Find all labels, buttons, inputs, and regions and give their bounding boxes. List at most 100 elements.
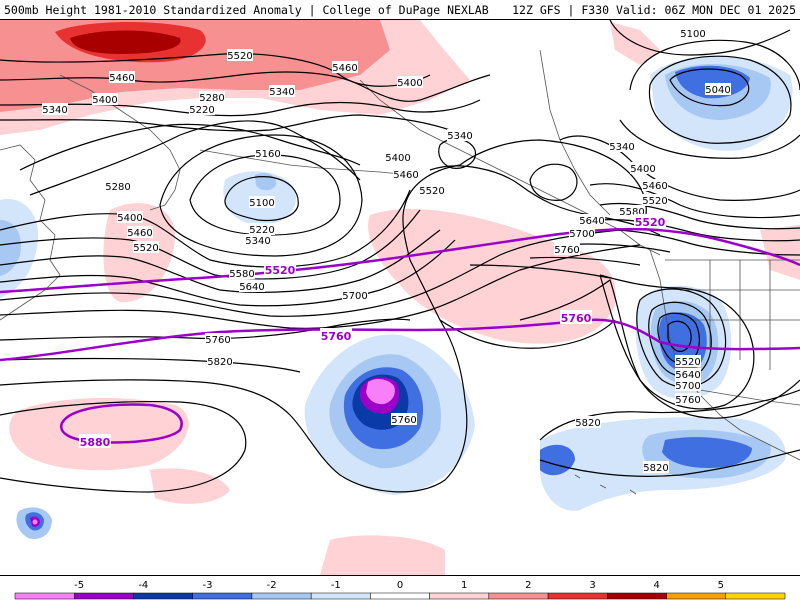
svg-text:5520: 5520 [635, 216, 666, 229]
colorbar-canvas: -5 -4 -3 -2 -1 0 1 2 3 4 5 [14, 580, 786, 600]
highlight-label-5880: 5880 [79, 434, 111, 449]
contour-alaska-2 [429, 165, 661, 236]
svg-text:5100: 5100 [249, 198, 274, 209]
label-5340: 5340 [245, 234, 271, 247]
svg-text:5400: 5400 [630, 164, 655, 175]
contour-5520-b [0, 239, 456, 307]
contour-5820-c [539, 389, 800, 441]
colorbar-swatch [310, 592, 371, 600]
highlight-label-5760: 5760 [560, 310, 592, 325]
svg-text:5640: 5640 [239, 282, 264, 293]
label-5040: 5040 [705, 83, 731, 96]
svg-text:5820: 5820 [575, 418, 600, 429]
contour-5880-ring [0, 400, 247, 493]
contour-5220-ring [619, 119, 800, 159]
highlight-contour-5520 [0, 227, 800, 294]
colorbar-swatch [488, 592, 549, 600]
label-5520: 5520 [133, 241, 159, 254]
contour-5760-c [469, 264, 611, 279]
label-5820: 5820 [643, 461, 669, 474]
label-5220: 5220 [189, 103, 215, 116]
border-us-mexico [699, 389, 800, 406]
colorbar-tick-label: 4 [653, 580, 659, 591]
svg-text:5700: 5700 [342, 291, 367, 302]
contour-5820-a [0, 164, 468, 493]
negative-anomaly-region [0, 220, 21, 276]
label-5520: 5520 [642, 194, 668, 207]
contour-5640-a [0, 244, 641, 329]
contour-5460-b [0, 229, 441, 293]
svg-text:5520: 5520 [675, 357, 700, 368]
svg-text:5580: 5580 [229, 269, 254, 280]
svg-text:5640: 5640 [579, 216, 604, 227]
label-5760: 5760 [554, 243, 580, 256]
label-5640: 5640 [675, 368, 701, 381]
label-5520: 5520 [675, 355, 701, 368]
colorbar-swatch [547, 592, 608, 600]
label-5700: 5700 [569, 227, 595, 240]
contour-5340-b [0, 189, 411, 268]
colorbar-swatch [607, 592, 667, 600]
highlight-label-5760: 5760 [320, 328, 352, 343]
contour-5160-low [189, 154, 341, 236]
label-5100: 5100 [680, 27, 706, 40]
highlight-label-5520: 5520 [634, 214, 666, 229]
contour-5460-c [599, 202, 800, 230]
svg-text:5340: 5340 [42, 105, 67, 116]
border-states [680, 260, 800, 370]
label-5760: 5760 [391, 413, 417, 426]
colorbar-swatch [73, 592, 134, 600]
height-contours [0, 20, 800, 493]
contour-5700-b [636, 288, 727, 388]
contour-5100-ring [648, 55, 792, 144]
negative-anomaly-region [675, 65, 750, 99]
svg-text:5220: 5220 [189, 105, 214, 116]
contour-5220 [29, 120, 361, 196]
colorbar-swatch [370, 592, 430, 600]
svg-text:5340: 5340 [609, 142, 634, 153]
coastline-asia [0, 144, 61, 321]
contour-5520-c [667, 320, 692, 352]
map-canvas: 5520 5460 5460 5400 5400 5340 5340 5280 … [0, 20, 800, 575]
label-5460: 5460 [393, 168, 419, 181]
label-5340: 5340 [447, 129, 473, 142]
negative-anomaly-region [366, 378, 395, 405]
label-5340: 5340 [269, 85, 295, 98]
label-5700: 5700 [342, 289, 368, 302]
positive-anomaly-region [150, 468, 230, 504]
svg-text:5580: 5580 [619, 207, 644, 218]
label-5460: 5460 [127, 226, 153, 239]
label-5400: 5400 [385, 151, 411, 164]
svg-text:5520: 5520 [133, 243, 158, 254]
colorbar-swatch [725, 592, 786, 600]
contour-5580-c [609, 229, 800, 256]
label-5460: 5460 [332, 61, 358, 74]
negative-anomaly-center [32, 519, 38, 525]
negative-anomaly-region [662, 437, 752, 468]
label-5760: 5760 [205, 333, 231, 346]
colorbar-swatch [251, 592, 312, 600]
label-5400: 5400 [117, 211, 143, 224]
colorbar-swatch [429, 592, 490, 600]
svg-text:5760: 5760 [561, 312, 592, 325]
coastline-aleutians [199, 149, 411, 176]
contour-5340-c [559, 135, 800, 201]
contour-bering-low [438, 138, 477, 169]
svg-text:5760: 5760 [391, 415, 416, 426]
svg-text:5520: 5520 [419, 186, 444, 197]
contour-5340-a [0, 114, 451, 132]
label-5280: 5280 [199, 91, 225, 104]
svg-text:5700: 5700 [675, 381, 700, 392]
label-5700: 5700 [675, 379, 701, 392]
svg-text:5460: 5460 [127, 228, 152, 239]
svg-text:5520: 5520 [227, 51, 252, 62]
coastlines [0, 49, 800, 495]
anomaly-map: 5520 5460 5460 5400 5400 5340 5340 5280 … [0, 20, 800, 575]
label-5820: 5820 [207, 355, 233, 368]
map-header: 500mb Height 1981-2010 Standardized Anom… [0, 0, 800, 20]
svg-text:5460: 5460 [642, 181, 667, 192]
svg-text:5100: 5100 [680, 29, 705, 40]
svg-text:5400: 5400 [397, 78, 422, 89]
svg-text:5160: 5160 [255, 149, 280, 160]
contour-5580-a [0, 229, 621, 317]
